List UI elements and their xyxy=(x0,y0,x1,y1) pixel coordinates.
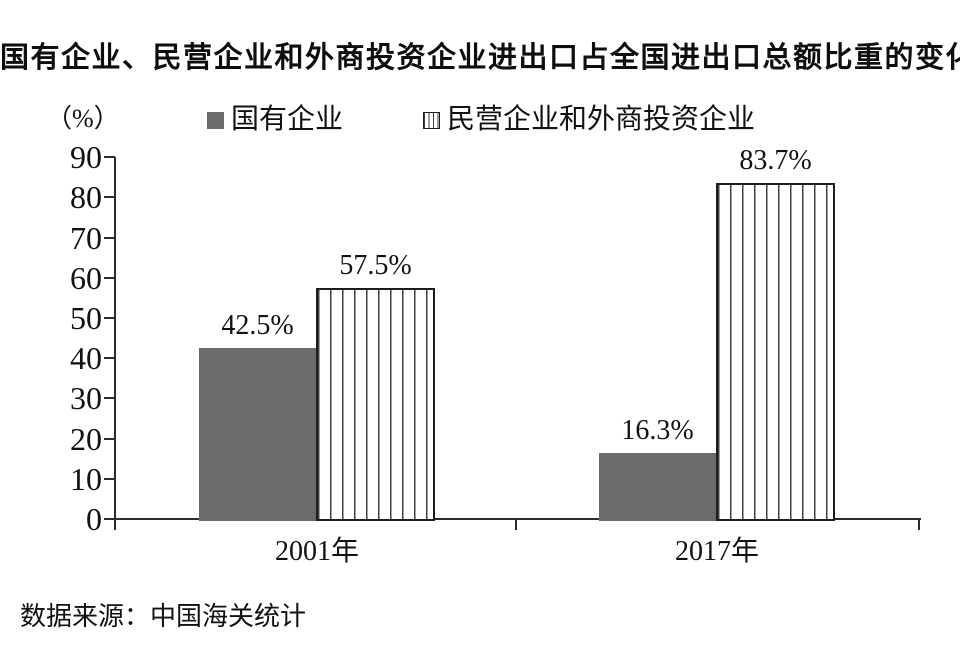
bar-value-label: 42.5% xyxy=(221,310,294,342)
x-axis-line xyxy=(104,518,921,520)
legend-swatch-striped-icon xyxy=(423,111,440,129)
legend-label-private-foreign: 民营企业和外商投资企业 xyxy=(447,104,756,135)
bar-value-label: 57.5% xyxy=(339,249,412,281)
y-tick-mark xyxy=(104,477,115,480)
x-tick-mark xyxy=(918,519,920,530)
y-tick-label: 60 xyxy=(70,259,102,296)
y-tick-mark xyxy=(104,196,115,199)
y-tick-mark xyxy=(104,156,115,159)
y-axis-unit-label: （%） xyxy=(46,104,120,133)
y-tick-mark xyxy=(104,276,115,279)
y-tick-mark xyxy=(104,397,115,400)
y-tick-label: 50 xyxy=(70,300,102,336)
y-tick-mark xyxy=(104,437,115,440)
bar-value-label: 83.7% xyxy=(739,144,812,176)
legend-label-state-owned: 国有企业 xyxy=(231,104,344,135)
x-tick-mark xyxy=(515,519,517,530)
y-tick-label: 10 xyxy=(70,460,102,497)
data-source-note: 数据来源：中国海关统计 xyxy=(20,602,307,631)
y-axis-line xyxy=(114,157,116,530)
chart-title: 国有企业、民营企业和外商投资企业进出口占全国进出口总额比重的变化 xyxy=(0,42,960,74)
legend-item-state-owned: 国有企业 xyxy=(207,101,343,139)
bar-striped-group1 xyxy=(716,182,835,521)
bar-solid-group1 xyxy=(599,453,716,521)
legend-item-private-foreign: 民营企业和外商投资企业 xyxy=(423,101,755,139)
x-category-label: 2001年 xyxy=(274,536,359,567)
y-tick-mark xyxy=(104,236,115,239)
bar-striped-group0 xyxy=(316,287,435,521)
y-tick-mark xyxy=(104,317,115,319)
y-tick-label: 0 xyxy=(86,501,102,537)
y-tick-label: 20 xyxy=(70,420,102,457)
x-category-label: 2017年 xyxy=(674,536,759,567)
legend-swatch-solid-icon xyxy=(207,111,224,129)
y-tick-label: 40 xyxy=(70,340,102,377)
y-tick-label: 30 xyxy=(70,380,102,417)
y-tick-label: 80 xyxy=(70,179,102,216)
y-tick-label: 70 xyxy=(70,219,102,256)
y-tick-mark xyxy=(104,357,115,360)
bar-solid-group0 xyxy=(199,348,316,521)
bar-value-label: 16.3% xyxy=(621,415,694,447)
y-tick-label: 90 xyxy=(70,139,102,176)
